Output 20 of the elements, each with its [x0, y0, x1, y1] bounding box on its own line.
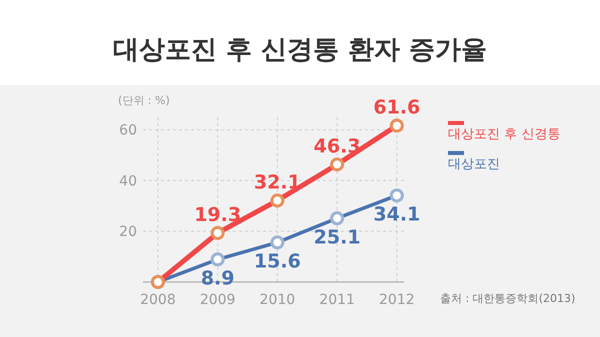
- x-tick-label: 2009: [200, 292, 236, 308]
- chart-title: 대상포진 후 신경통 환자 증가율: [112, 35, 488, 65]
- y-tick-label: 20: [119, 224, 137, 240]
- data-label: 61.6: [373, 96, 420, 119]
- data-label: 34.1: [373, 203, 420, 226]
- data-label: 32.1: [254, 172, 301, 194]
- data-label: 8.9: [200, 267, 234, 290]
- data-label: 25.1: [314, 226, 361, 248]
- data-label: 15.6: [254, 250, 301, 272]
- legend-label: 대상포진 후 신경통: [448, 127, 560, 142]
- y-tick-label: 60: [119, 122, 137, 139]
- data-label: 19.3: [194, 204, 242, 226]
- y-tick-label: 40: [119, 173, 137, 190]
- x-tick-label: 2012: [379, 292, 415, 308]
- source-note: 출처 : 대한통증학회(2013): [440, 292, 576, 305]
- x-tick-label: 2011: [319, 292, 355, 308]
- legend-label: 대상포진: [448, 157, 500, 172]
- text: (단위 : %): [118, 94, 170, 107]
- x-tick-label: 2010: [260, 292, 296, 308]
- x-tick-label: 2008: [140, 292, 176, 308]
